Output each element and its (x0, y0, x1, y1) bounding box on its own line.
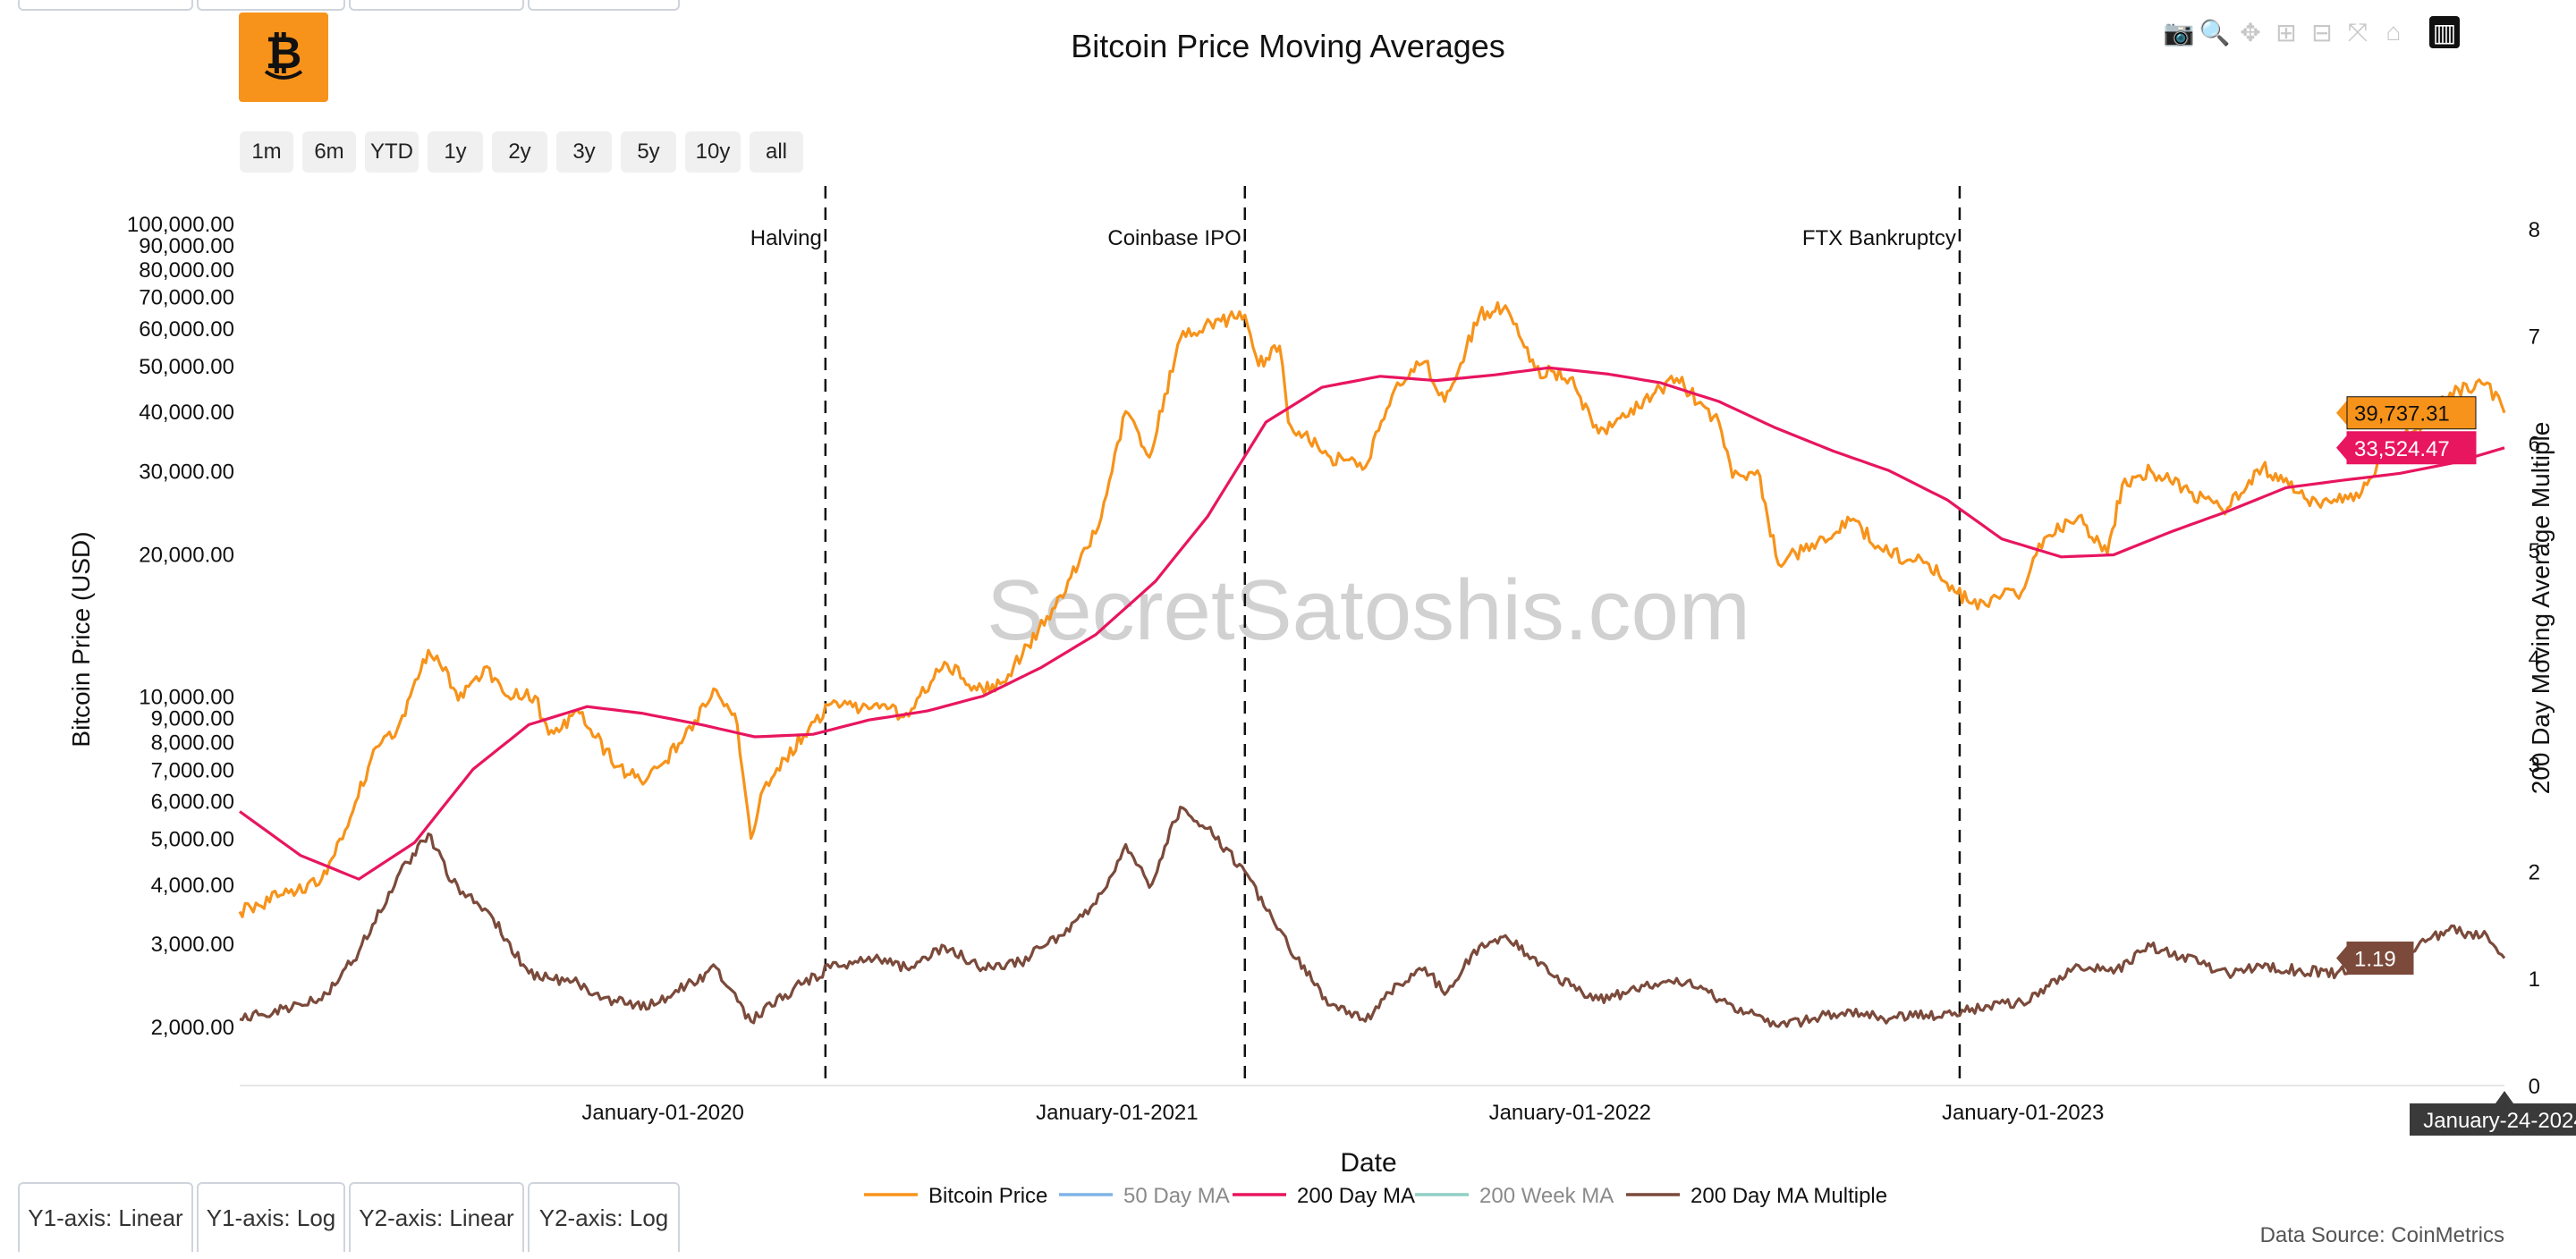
y2-tick-label: 3 (2529, 754, 2540, 778)
y-tick-label: 70,000.00 (139, 286, 234, 310)
y-tick-label: 4,000.00 (151, 874, 234, 898)
end-label-box (2346, 941, 2414, 975)
data-source-note: Data Source: CoinMetrics (2259, 1223, 2504, 1247)
event-label: Halving (750, 226, 822, 250)
zoom-in-icon[interactable]: ⊞ (2275, 18, 2297, 46)
y2-tick-label: 7 (2529, 325, 2540, 350)
legend-label: 200 Week MA (1479, 1184, 1614, 1208)
range-button-5y[interactable]: 5y (621, 131, 676, 173)
legend-item[interactable]: Bitcoin Price (864, 1184, 1047, 1208)
zoom-icon[interactable]: 🔍 (2199, 18, 2231, 46)
end-value-label: 1.19 (2354, 947, 2396, 971)
legend-item[interactable]: 200 Day MA Multiple (1626, 1184, 1887, 1208)
range-button-ytd[interactable]: YTD (365, 131, 419, 173)
axis-layer: 2,000.00 3,000.00 4,000.00 5,000.00 6,000.00… (127, 213, 2540, 1125)
autoscale-icon[interactable]: ⤧ (2347, 17, 2368, 46)
y-tick-label: 3,000.00 (151, 933, 234, 957)
y2-tick-label: 8 (2529, 218, 2540, 242)
legend-label: 200 Day MA Multiple (1690, 1184, 1887, 1208)
range-button-1y[interactable]: 1y (428, 131, 483, 173)
end-label-pointer (2336, 400, 2347, 426)
series-line-200-day-ma (239, 366, 2505, 881)
event-label: FTX Bankruptcy (1802, 226, 1956, 250)
svg-text:₿: ₿ (266, 27, 302, 79)
legend-item[interactable]: 200 Week MA (1415, 1184, 1614, 1208)
y2-tick-label: 1 (2529, 967, 2540, 992)
series-line-bitcoin-price (238, 300, 2506, 918)
axis-tab[interactable]: Y2-axis: Linear (349, 1182, 524, 1252)
y-tick-label: 80,000.00 (139, 258, 234, 283)
y-tick-label: 90,000.00 (139, 234, 234, 258)
y-tick-label: 40,000.00 (139, 401, 234, 425)
end-value-label: 39,737.31 (2354, 402, 2450, 427)
legend: Bitcoin Price 50 Day MA 200 Day MA 200 Week… (864, 1184, 1887, 1208)
y-tick-label: 7,000.00 (151, 758, 234, 782)
y-axis-title: Bitcoin Price (USD) (67, 531, 95, 747)
x-axis-title: Date (1340, 1148, 1396, 1178)
y2-tick-label: 5 (2529, 539, 2540, 563)
top-tab-stub (18, 0, 193, 11)
y-tick-label: 50,000.00 (139, 355, 234, 379)
series-line-200-day-ma-multiple (239, 806, 2506, 1028)
y-tick-label: 5,000.00 (151, 828, 234, 852)
range-button-1m[interactable]: 1m (240, 131, 293, 173)
x-tick-label: January-01-2021 (1036, 1101, 1198, 1125)
y-tick-label: 6,000.00 (151, 790, 234, 815)
label-layer: 39,737.31 33,524.47 1.19 January-24-2024 (2336, 396, 2576, 1136)
axis-tab[interactable]: Y2-axis: Log (528, 1182, 680, 1252)
range-button-6m[interactable]: 6m (302, 131, 356, 173)
end-label-box (2346, 396, 2477, 430)
range-button-2y[interactable]: 2y (492, 131, 547, 173)
legend-label: 50 Day MA (1123, 1184, 1230, 1208)
legend-label: Bitcoin Price (928, 1184, 1047, 1208)
y-tick-label: 100,000.00 (127, 213, 234, 237)
end-value-label: 33,524.47 (2354, 437, 2450, 461)
event-label: Coinbase IPO (1107, 226, 1241, 250)
range-button-3y[interactable]: 3y (556, 131, 612, 173)
chart-title: Bitcoin Price Moving Averages (1071, 28, 1505, 64)
hover-date-box (2410, 1103, 2576, 1136)
legend-label: 200 Day MA (1297, 1184, 1415, 1208)
camera-icon[interactable]: 📷 (2163, 18, 2195, 46)
axis-tab[interactable]: Y1-axis: Log (197, 1182, 345, 1252)
annotation-layer: Halving Coinbase IPO FTX Bankruptcy (750, 186, 1962, 1086)
end-label-pointer (2336, 435, 2347, 461)
y-tick-label: 30,000.00 (139, 460, 234, 484)
y-tick-label: 10,000.00 (139, 685, 234, 709)
x-tick-label: January-01-2023 (1942, 1101, 2104, 1125)
zoom-out-icon[interactable]: ⊟ (2311, 18, 2333, 46)
bitcoin-logo-icon: ₿ (239, 13, 328, 102)
home-icon[interactable]: ⌂ (2385, 18, 2402, 46)
y-tick-label: 60,000.00 (139, 317, 234, 342)
y2-tick-label: 6 (2529, 432, 2540, 456)
top-tab-stub (197, 0, 345, 11)
top-tab-stub (528, 0, 680, 11)
hover-date-pointer (2496, 1091, 2513, 1103)
range-button-10y[interactable]: 10y (685, 131, 741, 173)
modebar: 📷 🔍 ✥ ⊞ ⊟ ⤧ ⌂ ▥ (2161, 16, 2460, 48)
y-tick-label: 2,000.00 (151, 1016, 234, 1040)
y-tick-label: 20,000.00 (139, 543, 234, 567)
axis-tab[interactable]: Y1-axis: Linear (18, 1182, 193, 1252)
end-label-box (2346, 431, 2477, 465)
watermark: SecretSatoshis.com (987, 562, 1750, 658)
end-label-pointer (2336, 945, 2347, 971)
x-tick-label: January-01-2020 (581, 1101, 743, 1125)
y-tick-label: 8,000.00 (151, 731, 234, 756)
hover-date-label: January-24-2024 (2423, 1109, 2576, 1133)
legend-item[interactable]: 50 Day MA (1059, 1184, 1230, 1208)
range-button-all[interactable]: all (750, 131, 803, 173)
plotly-logo-icon[interactable]: ▥ (2429, 16, 2460, 48)
y2-axis-title: 200 Day Moving Average Multiple (2527, 422, 2555, 795)
y-tick-label: 9,000.00 (151, 707, 234, 731)
y2-tick-label: 4 (2529, 646, 2540, 671)
top-tab-stub (349, 0, 524, 11)
legend-item[interactable]: 200 Day MA (1233, 1184, 1415, 1208)
series-layer (238, 300, 2506, 1028)
x-tick-label: January-01-2022 (1489, 1101, 1651, 1125)
y2-tick-label: 0 (2529, 1075, 2540, 1099)
y2-tick-label: 2 (2529, 860, 2540, 884)
pan-icon[interactable]: ✥ (2240, 18, 2261, 46)
